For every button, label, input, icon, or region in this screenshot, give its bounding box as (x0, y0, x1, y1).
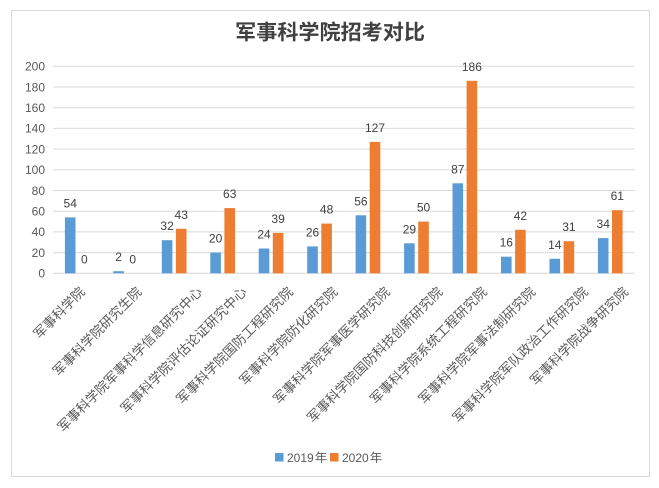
svg-text:48: 48 (320, 203, 334, 217)
svg-text:180: 180 (25, 80, 45, 94)
svg-text:61: 61 (611, 189, 625, 203)
svg-text:34: 34 (597, 217, 611, 231)
svg-text:24: 24 (257, 228, 271, 242)
svg-text:2019: 2019 (287, 451, 314, 465)
svg-text:32: 32 (160, 219, 174, 233)
svg-text:140: 140 (25, 122, 45, 136)
svg-text:120: 120 (25, 142, 45, 156)
svg-text:0: 0 (129, 252, 136, 266)
svg-text:80: 80 (32, 184, 46, 198)
svg-text:26: 26 (306, 225, 320, 239)
svg-text:39: 39 (271, 212, 285, 226)
svg-text:16: 16 (500, 236, 514, 250)
svg-text:160: 160 (25, 101, 45, 115)
svg-text:50: 50 (417, 201, 431, 215)
svg-text:0: 0 (38, 267, 45, 281)
svg-text:42: 42 (514, 209, 528, 223)
svg-text:186: 186 (462, 60, 482, 74)
svg-text:127: 127 (365, 121, 385, 135)
svg-text:31: 31 (562, 220, 576, 234)
svg-text:29: 29 (403, 222, 417, 236)
svg-text:43: 43 (175, 208, 189, 222)
svg-text:60: 60 (32, 205, 46, 219)
svg-text:87: 87 (451, 162, 465, 176)
svg-text:20: 20 (32, 246, 46, 260)
svg-text:40: 40 (32, 225, 46, 239)
svg-text:56: 56 (354, 194, 368, 208)
svg-text:20: 20 (209, 232, 223, 246)
svg-text:63: 63 (223, 187, 237, 201)
svg-text:2020: 2020 (342, 451, 369, 465)
svg-text:200: 200 (25, 60, 45, 74)
svg-text:14: 14 (548, 238, 562, 252)
svg-text:2: 2 (115, 250, 122, 264)
svg-text:100: 100 (25, 163, 45, 177)
svg-text:0: 0 (81, 252, 88, 266)
svg-text:54: 54 (64, 196, 78, 210)
